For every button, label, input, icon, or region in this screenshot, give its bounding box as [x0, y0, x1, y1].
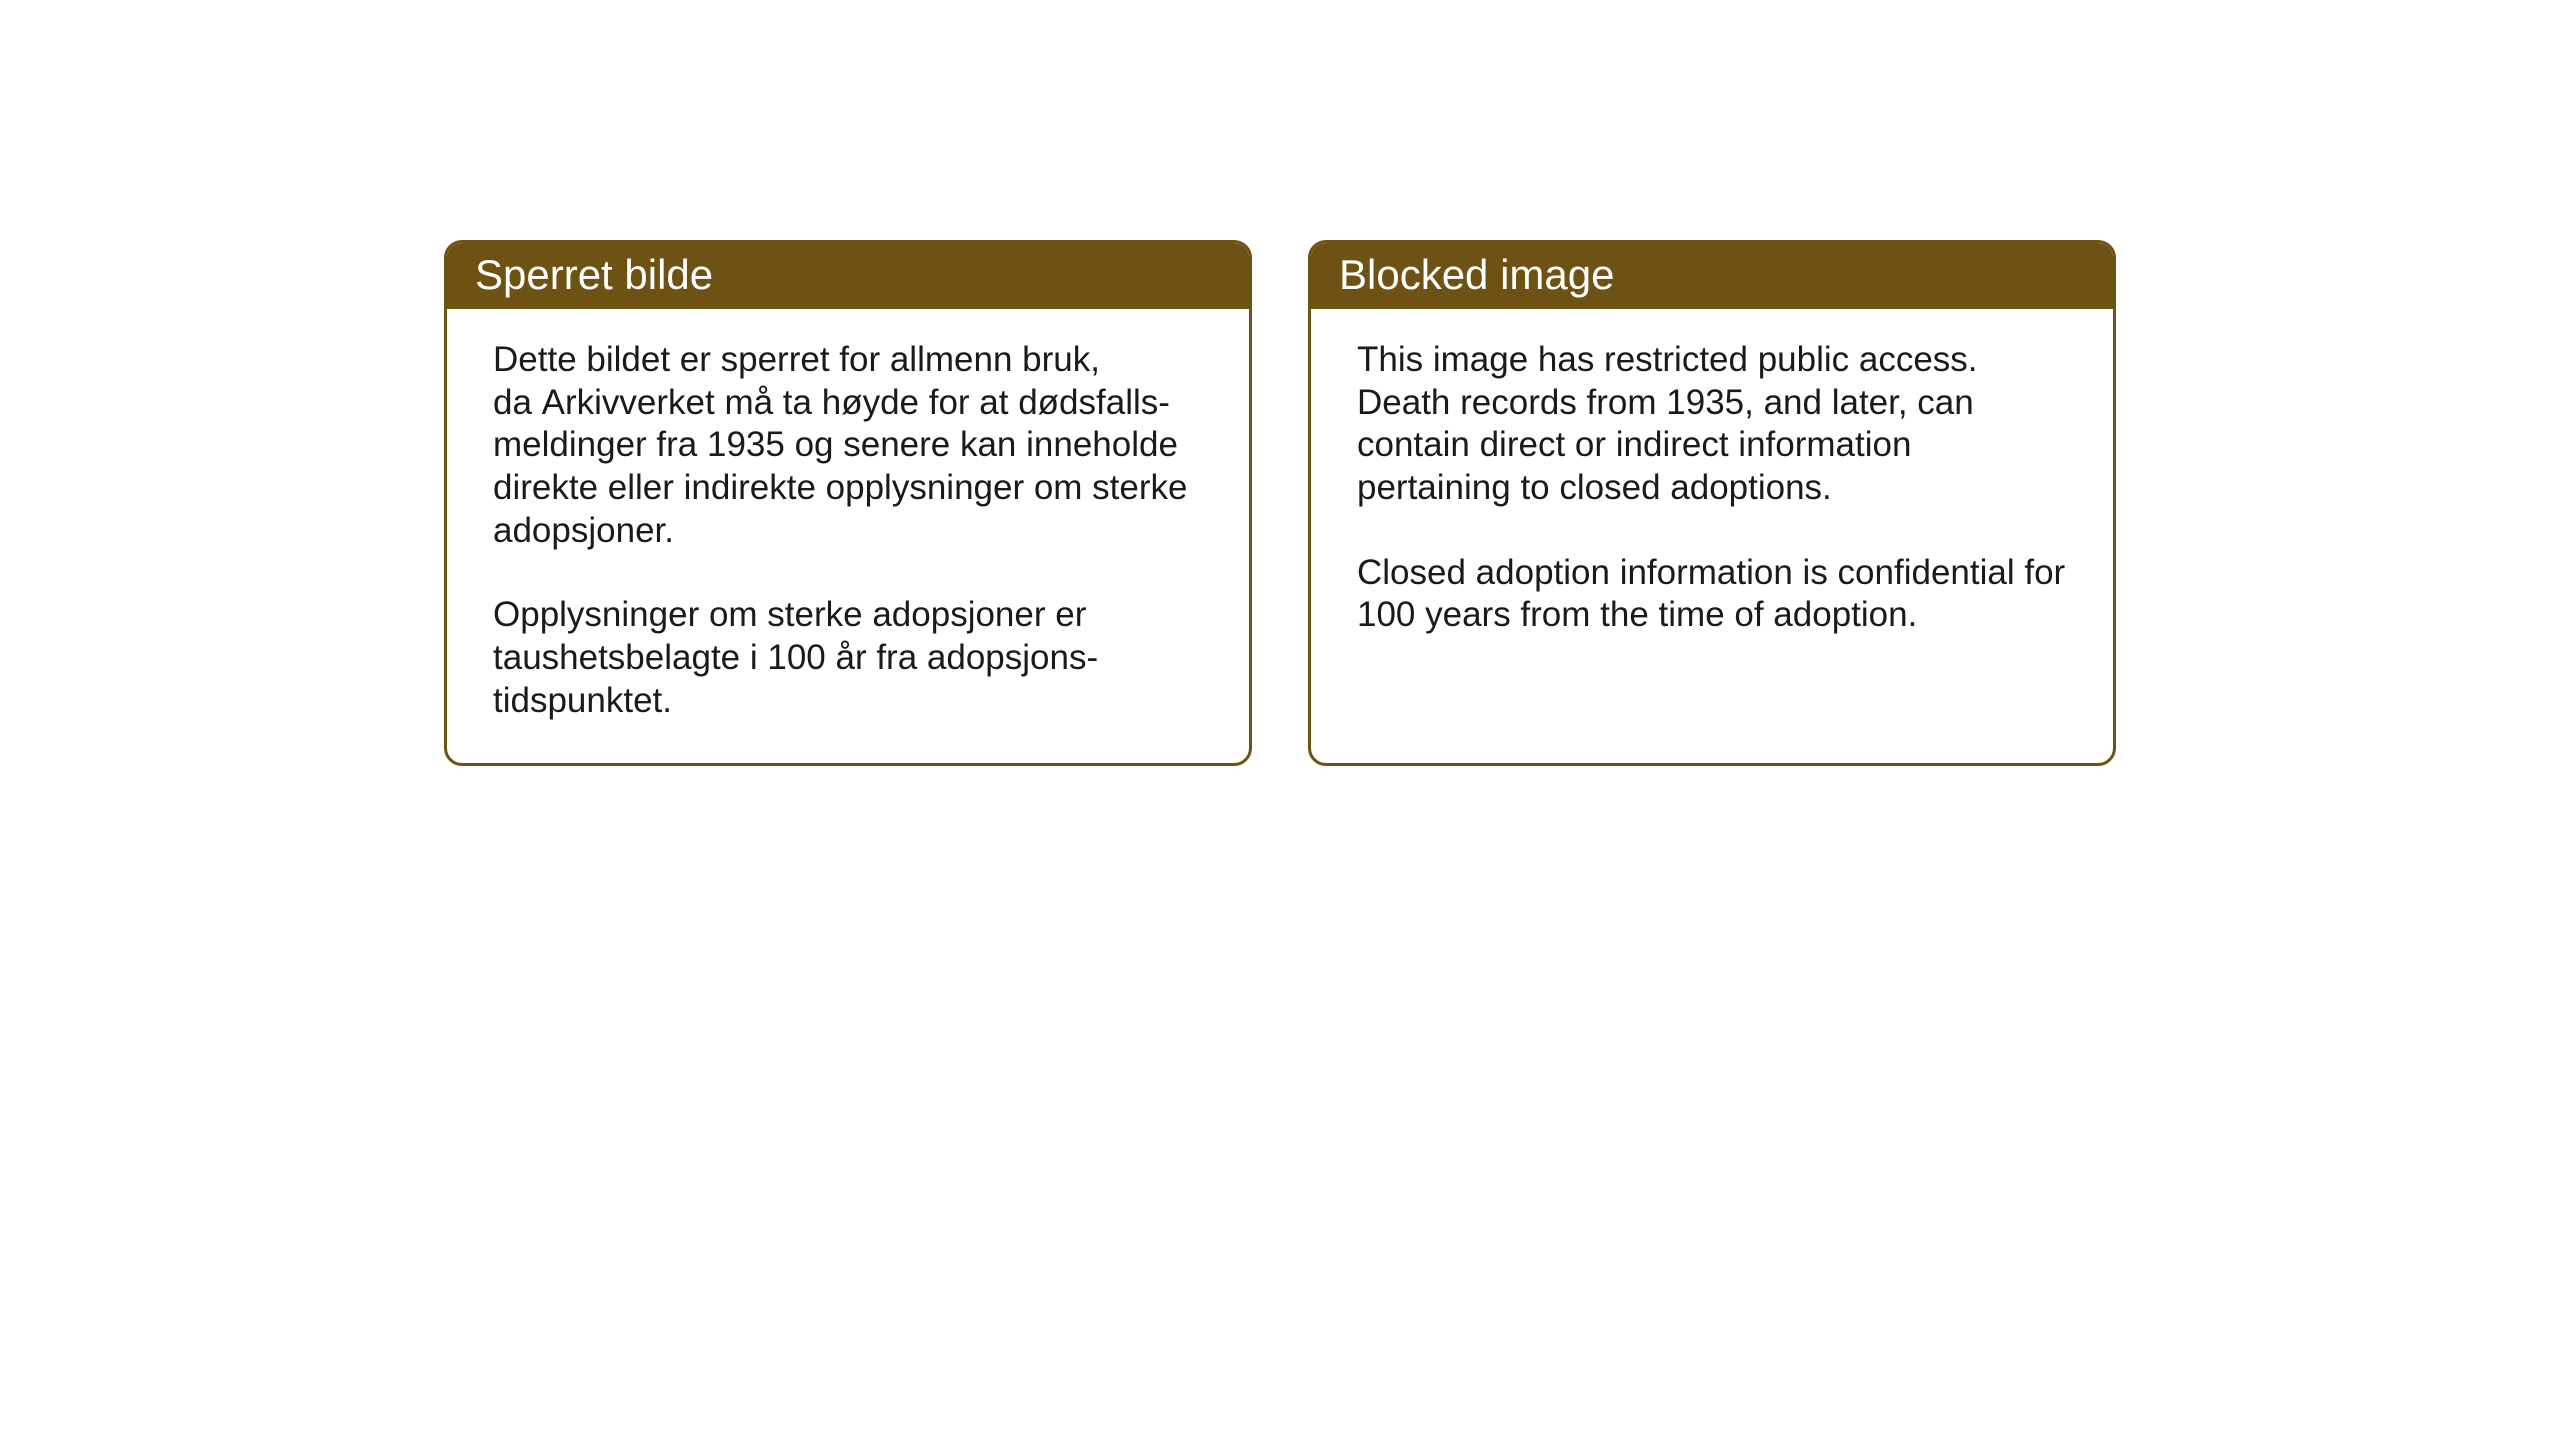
- card-container: Sperret bilde Dette bildet er sperret fo…: [444, 240, 2116, 766]
- card-english: Blocked image This image has restricted …: [1308, 240, 2116, 766]
- paragraph-1-english: This image has restricted public access.…: [1357, 339, 2067, 510]
- card-body-english: This image has restricted public access.…: [1311, 309, 2113, 755]
- card-body-norwegian: Dette bildet er sperret for allmenn bruk…: [447, 309, 1249, 763]
- paragraph-1-norwegian: Dette bildet er sperret for allmenn bruk…: [493, 339, 1203, 552]
- card-header-norwegian: Sperret bilde: [447, 243, 1249, 309]
- paragraph-2-english: Closed adoption information is confident…: [1357, 552, 2067, 637]
- card-norwegian: Sperret bilde Dette bildet er sperret fo…: [444, 240, 1252, 766]
- paragraph-2-norwegian: Opplysninger om sterke adopsjoner er tau…: [493, 594, 1203, 722]
- card-header-english: Blocked image: [1311, 243, 2113, 309]
